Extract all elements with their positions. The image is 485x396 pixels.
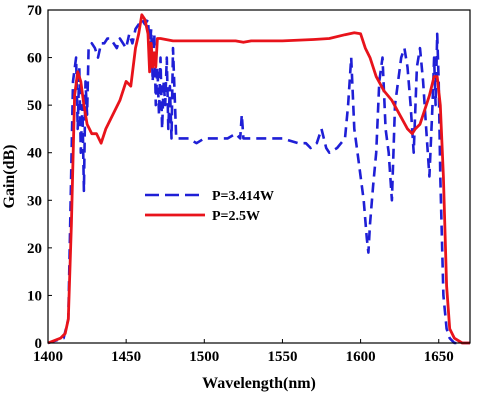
series-line-1 — [47, 13, 470, 345]
legend-label-p25w: P=2.5W — [212, 209, 260, 224]
y-tick-label: 60 — [27, 51, 42, 67]
x-tick-label: 1550 — [267, 349, 297, 365]
series-layer — [47, 13, 470, 345]
y-tick-label: 40 — [27, 146, 42, 162]
legend-label-p3414w: P=3.414W — [212, 189, 274, 204]
legend: P=3.414W P=2.5W — [145, 189, 274, 224]
y-tick-label: 50 — [27, 98, 42, 114]
x-tick-label: 1450 — [111, 349, 141, 365]
x-tick-label: 1500 — [189, 349, 219, 365]
y-tick-label: 10 — [27, 288, 42, 304]
y-tick-label: 30 — [27, 193, 42, 209]
y-tick-label: 20 — [27, 241, 42, 257]
y-tick-label: 0 — [35, 336, 43, 352]
x-axis-label: Wavelength(nm) — [202, 375, 316, 392]
plot-frame — [47, 9, 471, 344]
ticks-layer: 1400 1450 1500 1550 1600 1650 0 10 20 30 40 50 60 70 — [27, 3, 454, 365]
x-tick-label: 1650 — [424, 349, 454, 365]
y-axis-label: Gain(dB) — [1, 144, 18, 208]
x-tick-label: 1400 — [33, 349, 63, 365]
y-tick-label: 70 — [27, 3, 42, 19]
x-tick-label: 1600 — [346, 349, 376, 365]
series-line-0 — [47, 18, 470, 345]
